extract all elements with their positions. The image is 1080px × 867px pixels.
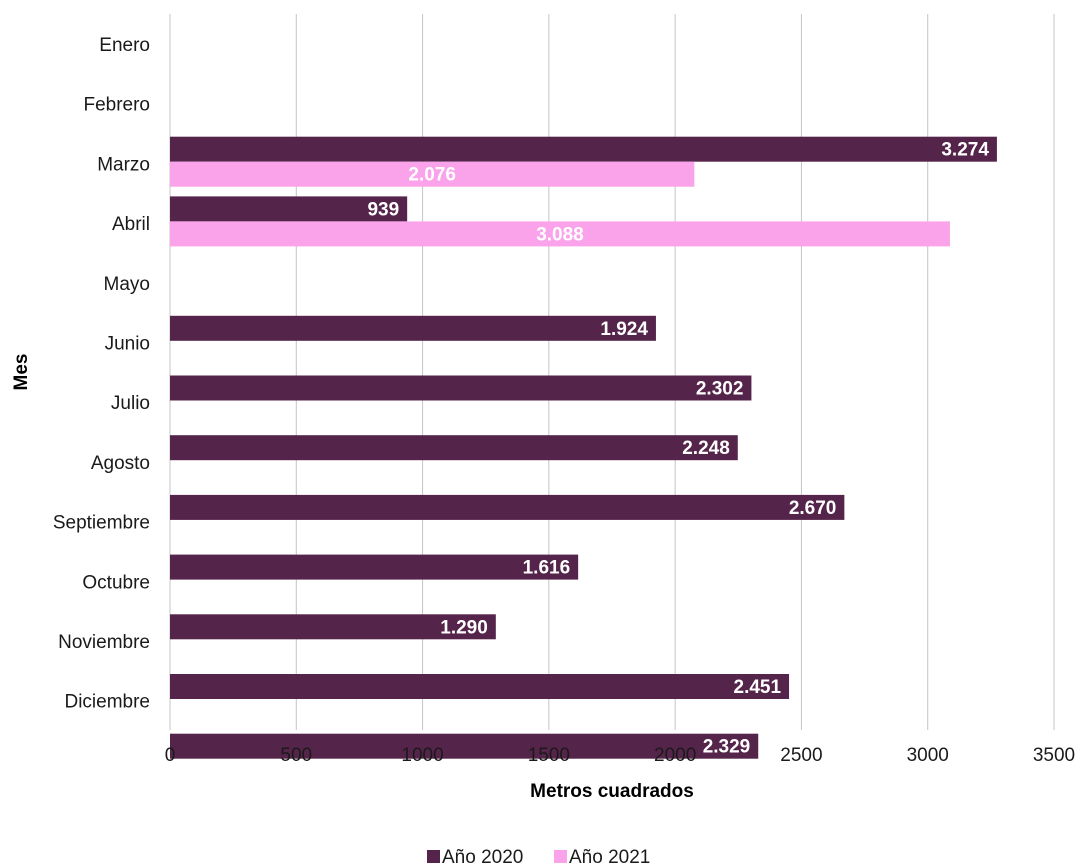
bar [170, 614, 496, 640]
x-tick-label: 0 [165, 745, 176, 766]
data-label: 1.290 [440, 617, 488, 638]
bar [170, 554, 579, 580]
x-tick-labels: 0 500 1000 1500 2000 2500 3000 3500 [165, 745, 1075, 766]
bar [170, 315, 656, 341]
bar [170, 221, 950, 247]
legend-label: Año 2021 [569, 847, 650, 867]
data-label: 3.088 [536, 224, 584, 245]
category-label: Octubre [82, 572, 150, 593]
category-label: Agosto [91, 453, 150, 474]
x-tick-label: 1000 [401, 745, 443, 766]
data-label: 1.924 [600, 319, 648, 340]
category-label: Septiembre [53, 513, 150, 534]
x-tick-label: 3000 [907, 745, 949, 766]
bar [170, 435, 738, 461]
data-label: 3.274 [941, 140, 989, 161]
category-label: Enero [99, 35, 150, 56]
category-labels: Enero Febrero Marzo Abril Mayo Junio Julio Agos… [53, 35, 150, 713]
bars [170, 136, 997, 759]
x-tick-label: 500 [280, 745, 312, 766]
legend-item: Año 2021 [554, 847, 650, 867]
data-label: 1.616 [523, 558, 571, 579]
grid-lines [169, 14, 1055, 730]
x-tick-label: 1500 [528, 745, 570, 766]
category-label: Noviembre [58, 632, 150, 653]
bar [170, 494, 845, 520]
y-axis-title: Mes [11, 354, 32, 391]
data-label: 2.670 [789, 498, 837, 519]
category-label: Febrero [83, 95, 150, 116]
data-labels: 3.274 939 1.924 2.302 2.248 2.670 1.616 1.290 2.… [367, 140, 989, 758]
data-label: 939 [367, 199, 399, 220]
data-label: 2.451 [734, 677, 782, 698]
x-tick-label: 2500 [780, 745, 822, 766]
x-tick-label: 3500 [1033, 745, 1075, 766]
category-label: Marzo [97, 154, 150, 175]
bar [170, 136, 997, 162]
category-label: Diciembre [64, 692, 150, 713]
bar [170, 375, 752, 401]
legend-swatch [554, 850, 567, 863]
legend-item: Año 2020 [427, 847, 523, 867]
data-label: 2.248 [682, 438, 730, 459]
x-tick-label: 2000 [654, 745, 696, 766]
bar [170, 161, 695, 187]
legend: Año 2020 Año 2021 [427, 847, 650, 867]
legend-label: Año 2020 [442, 847, 523, 867]
bar [170, 196, 408, 222]
category-label: Abril [112, 214, 150, 235]
category-label: Junio [105, 334, 150, 355]
category-label: Julio [111, 393, 150, 414]
data-label: 2.302 [696, 379, 744, 400]
x-axis-title: Metros cuadrados [530, 781, 694, 802]
bar [170, 674, 790, 699]
legend-swatch [427, 850, 440, 863]
bar [170, 733, 759, 759]
data-label: 2.329 [703, 737, 751, 758]
data-label: 2.076 [408, 165, 456, 186]
category-label: Mayo [104, 274, 150, 295]
